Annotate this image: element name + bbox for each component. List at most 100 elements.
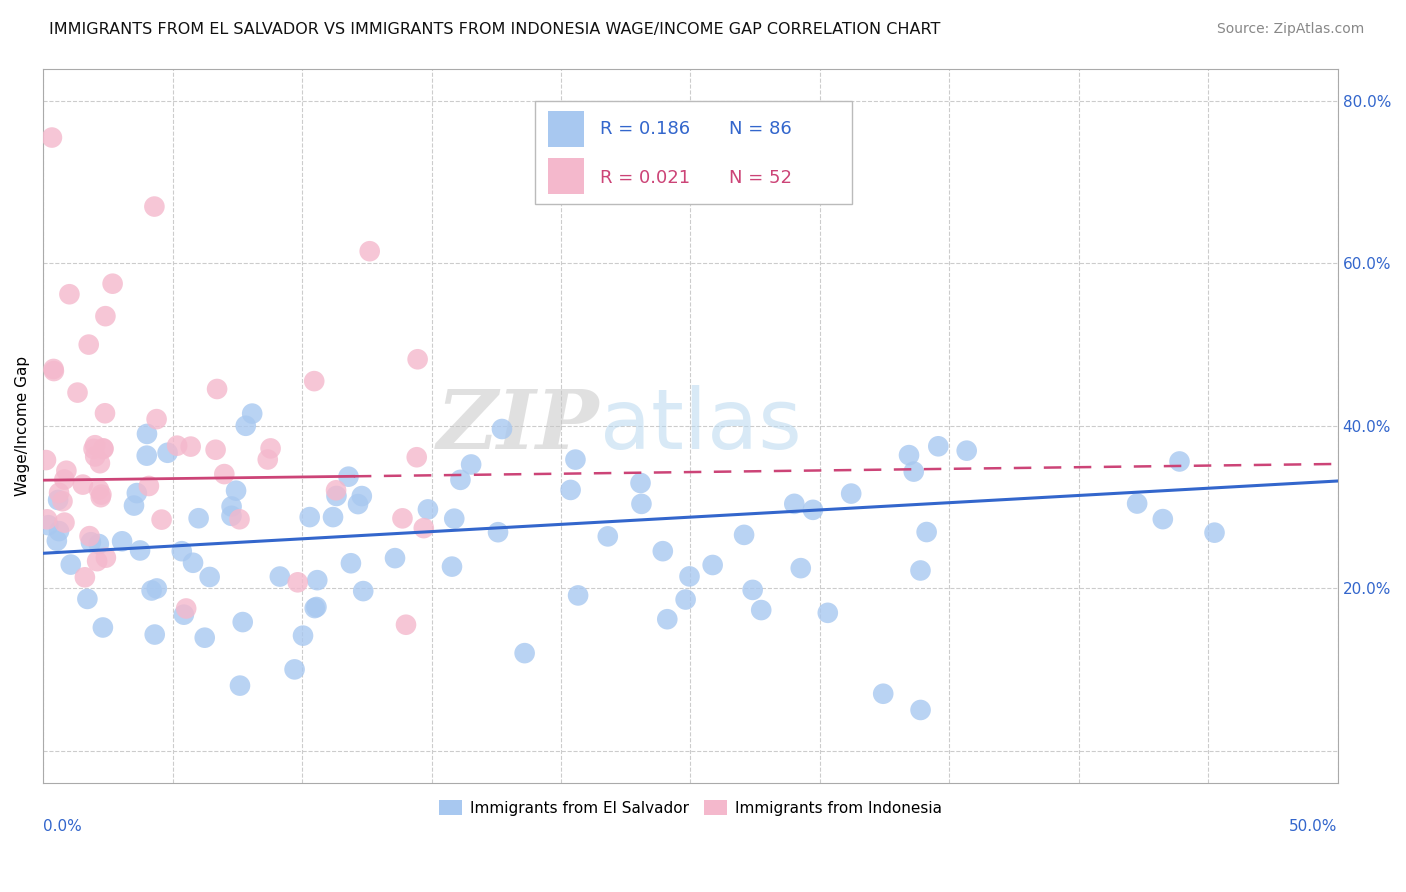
Point	[87, 537, 110, 551]
Point	[198, 570, 221, 584]
Point	[302, 374, 325, 388]
Point	[51, 494, 73, 508]
Point	[79, 529, 101, 543]
Point	[384, 551, 406, 566]
Point	[304, 601, 326, 615]
Point	[122, 499, 145, 513]
Point	[910, 703, 932, 717]
Point	[136, 426, 159, 441]
Point	[66, 385, 89, 400]
Point	[491, 422, 513, 436]
Point	[37, 518, 59, 533]
Point	[170, 544, 193, 558]
Point	[240, 407, 263, 421]
Point	[90, 490, 112, 504]
Point	[350, 489, 373, 503]
Point	[630, 475, 652, 490]
Point	[80, 535, 103, 549]
Point	[129, 543, 152, 558]
Point	[675, 592, 697, 607]
Point	[86, 554, 108, 568]
Point	[1168, 454, 1191, 468]
Point	[416, 502, 439, 516]
Point	[174, 601, 197, 615]
Text: Source: ZipAtlas.com: Source: ZipAtlas.com	[1216, 22, 1364, 37]
Point	[872, 687, 894, 701]
Point	[150, 513, 173, 527]
Point	[53, 516, 76, 530]
Point	[45, 533, 67, 548]
Text: R = 0.021: R = 0.021	[600, 169, 690, 186]
Point	[41, 130, 63, 145]
Text: ZIP: ZIP	[437, 385, 600, 466]
Point	[783, 497, 806, 511]
Point	[284, 662, 307, 676]
Point	[337, 469, 360, 483]
Point	[187, 511, 209, 525]
Point	[391, 511, 413, 525]
Point	[91, 620, 114, 634]
Point	[232, 615, 254, 629]
Point	[166, 439, 188, 453]
Text: IMMIGRANTS FROM EL SALVADOR VS IMMIGRANTS FROM INDONESIA WAGE/INCOME GAP CORRELA: IMMIGRANTS FROM EL SALVADOR VS IMMIGRANT…	[49, 22, 941, 37]
Point	[101, 277, 124, 291]
Point	[94, 309, 117, 323]
Point	[1126, 497, 1149, 511]
Point	[156, 446, 179, 460]
Point	[48, 524, 70, 538]
Point	[46, 492, 69, 507]
Y-axis label: Wage/Income Gap: Wage/Income Gap	[15, 356, 30, 496]
Point	[956, 443, 979, 458]
Point	[910, 564, 932, 578]
Point	[678, 569, 700, 583]
Text: N = 86: N = 86	[730, 120, 792, 138]
Point	[94, 550, 117, 565]
Point	[1204, 525, 1226, 540]
Point	[181, 556, 204, 570]
Point	[58, 287, 80, 301]
Bar	[548, 158, 585, 194]
Point	[352, 584, 374, 599]
Point	[214, 467, 236, 481]
Point	[77, 337, 100, 351]
Text: atlas: atlas	[600, 385, 801, 467]
Text: 0.0%: 0.0%	[44, 819, 82, 834]
Point	[749, 603, 772, 617]
Point	[347, 497, 370, 511]
Point	[55, 464, 77, 478]
Point	[702, 558, 724, 572]
Point	[915, 524, 938, 539]
Point	[73, 570, 96, 584]
Point	[307, 573, 329, 587]
Point	[42, 362, 65, 376]
Point	[111, 534, 134, 549]
Point	[359, 244, 381, 259]
Point	[449, 473, 471, 487]
Point	[135, 449, 157, 463]
Point	[146, 582, 169, 596]
Point	[651, 544, 673, 558]
Point	[817, 606, 839, 620]
Point	[35, 453, 58, 467]
Point	[180, 440, 202, 454]
Point	[395, 617, 418, 632]
Point	[76, 591, 98, 606]
Point	[84, 450, 107, 464]
Point	[89, 456, 111, 470]
Point	[93, 442, 115, 456]
Point	[259, 442, 281, 456]
Point	[83, 442, 105, 456]
Legend: Immigrants from El Salvador, Immigrants from Indonesia: Immigrants from El Salvador, Immigrants …	[433, 794, 948, 822]
Point	[42, 364, 65, 378]
Point	[35, 512, 58, 526]
Text: N = 52: N = 52	[730, 169, 792, 186]
Point	[898, 448, 921, 462]
Point	[630, 497, 652, 511]
Point	[94, 406, 117, 420]
Point	[292, 629, 315, 643]
Point	[513, 646, 536, 660]
Point	[564, 452, 586, 467]
Point	[406, 352, 429, 367]
Point	[90, 487, 112, 501]
Point	[443, 511, 465, 525]
